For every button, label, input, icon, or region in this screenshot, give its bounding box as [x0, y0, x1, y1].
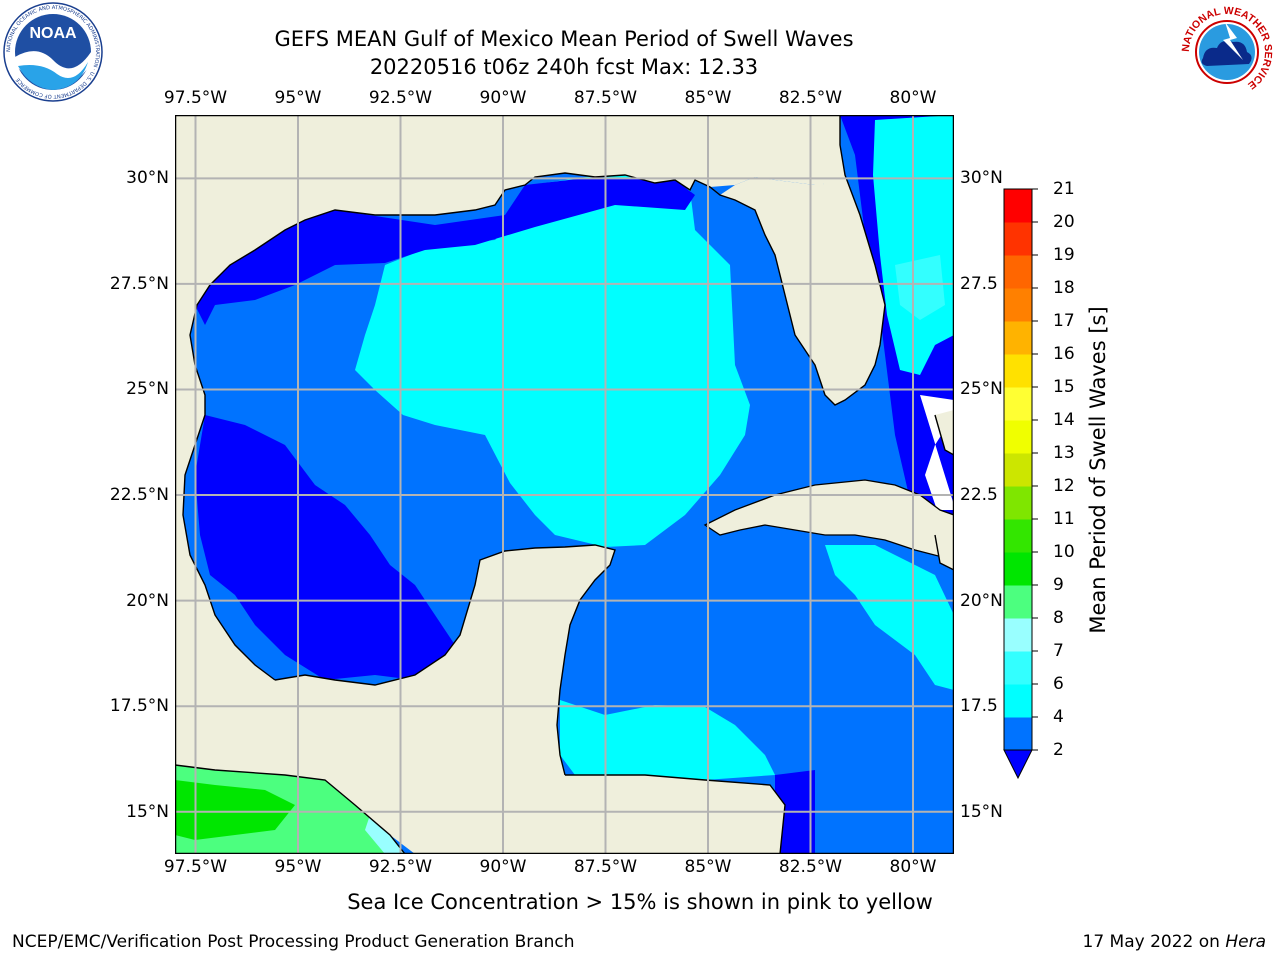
lat-tick-label: 25°N [126, 379, 169, 400]
colorbar-tick-label: 20 [1053, 212, 1075, 232]
colorbar-tick-label: 4 [1053, 707, 1064, 727]
gulf-central-swell [355, 170, 750, 547]
lat-tick-label: 22.5 [960, 485, 998, 506]
lon-tick-label: 82.5°W [778, 857, 843, 877]
date-text: 17 May 2022 on [1082, 932, 1226, 952]
lon-tick-label: 95°W [274, 88, 322, 108]
nws-logo: NATIONAL WEATHER SERVICE [1177, 2, 1277, 106]
colorbar-tick-label: 17 [1053, 311, 1075, 331]
lat-tick-label: 20°N [126, 590, 169, 611]
lat-tick-label: 15°N [960, 801, 1003, 822]
colorbar-segment [1004, 453, 1032, 487]
land-cuba [703, 479, 954, 561]
lon-tick-label: 90°W [479, 857, 527, 877]
colorbar-tick-label: 16 [1053, 344, 1075, 364]
lon-tick-label: 90°W [479, 88, 527, 108]
lon-tick-label: 97.5°W [163, 857, 228, 877]
atlantic-swell-inner [895, 255, 945, 320]
lon-tick-label: 80°W [889, 857, 937, 877]
lat-tick-label: 27.5°N [109, 273, 169, 294]
colorbar-segment [1004, 552, 1032, 586]
lon-tick-label: 92.5°W [368, 857, 433, 877]
land-mexico-central-america [175, 545, 785, 854]
colorbar-under-extension [1003, 749, 1033, 780]
colorbar-segment [1004, 321, 1032, 355]
land-bahamas [935, 410, 954, 455]
western-gulf-deep [195, 415, 455, 680]
colorbar-segment [1004, 255, 1032, 289]
caribbean-east-swell [825, 545, 954, 690]
lon-tick-label: 87.5°W [573, 857, 638, 877]
colorbar-segment [1004, 684, 1032, 718]
caribbean-cyan-band [560, 700, 775, 780]
colorbar-tick-label: 19 [1053, 245, 1075, 265]
lon-tick-label: 85°W [684, 857, 732, 877]
colorbar-tick-label: 18 [1053, 278, 1075, 298]
land-north-america [175, 115, 840, 680]
lat-tick-label: 22.5°N [109, 485, 169, 506]
colorbar-tick-label: 6 [1053, 674, 1064, 694]
colorbar-tick-label: 7 [1053, 641, 1064, 661]
coastlines [175, 115, 954, 854]
lat-tick-label: 27.5 [960, 273, 998, 294]
colorbar-tick-label: 11 [1053, 509, 1075, 529]
colorbar-segment [1004, 354, 1032, 388]
colorbar-tick-label: 10 [1053, 542, 1075, 562]
lat-tick-label: 25°N [960, 379, 1003, 400]
colorbar-label: Mean Period of Swell Waves [s] [1086, 306, 1110, 634]
graticule [175, 115, 954, 854]
credit-text: NCEP/EMC/Verification Post Processing Pr… [12, 932, 575, 952]
colorbar-tick-label: 8 [1053, 608, 1064, 628]
pacific-swell-edge [365, 815, 405, 854]
lon-tick-label: 80°W [889, 88, 937, 108]
date-stamp: 17 May 2022 on Hera [1083, 932, 1267, 952]
lon-tick-label: 87.5°W [573, 88, 638, 108]
sea-ice-note: Sea Ice Concentration > 15% is shown in … [347, 890, 933, 914]
colorbar-segment [1004, 618, 1032, 652]
chart-subtitle: 20220516 t06z 240h fcst Max: 12.33 [369, 55, 759, 79]
colorbar-tick-label: 12 [1053, 476, 1075, 496]
colorbar-segment [1004, 189, 1032, 223]
map-frame [175, 115, 954, 854]
colorbar [1003, 188, 1038, 780]
land-florida [720, 115, 885, 405]
colorbar-segment [1004, 420, 1032, 454]
noaa-logo: NOAA NATIONAL OCEANIC AND ATMOSPHERIC AD… [2, 2, 104, 106]
chart-title: GEFS MEAN Gulf of Mexico Mean Period of … [274, 27, 854, 51]
lon-tick-label: 82.5°W [778, 88, 843, 108]
lat-tick-label: 20°N [960, 590, 1003, 611]
lon-tick-label: 97.5°W [163, 88, 228, 108]
colorbar-segment [1004, 222, 1032, 256]
lon-tick-label: 85°W [684, 88, 732, 108]
colorbar-segment [1004, 717, 1032, 751]
colorbar-tick-label: 9 [1053, 575, 1064, 595]
lat-tick-label: 17.5 [960, 696, 998, 717]
colorbar-tick-label: 14 [1053, 410, 1075, 430]
colorbar-segment [1004, 651, 1032, 685]
pacific-swell-core [175, 780, 295, 840]
colorbar-tick-label: 2 [1053, 740, 1064, 760]
lat-tick-label: 30°N [960, 168, 1003, 189]
colorbar-segment [1004, 585, 1032, 619]
colorbar-tick-label: 15 [1053, 377, 1075, 397]
lon-tick-label: 92.5°W [368, 88, 433, 108]
colorbar-segment [1004, 387, 1032, 421]
svg-text:NOAA: NOAA [29, 25, 77, 42]
gulf-of-mexico-map [175, 115, 954, 854]
lat-tick-label: 17.5°N [109, 696, 169, 717]
colorbar-frame [1003, 188, 1033, 751]
lat-tick-label: 30°N [126, 168, 169, 189]
colorbar-segment [1004, 519, 1032, 553]
colorbar-tick-label: 21 [1053, 179, 1075, 199]
lon-tick-label: 95°W [274, 857, 322, 877]
colorbar-segment [1004, 486, 1032, 520]
machine-name: Hera [1225, 932, 1266, 952]
colorbar-tick-label: 13 [1053, 443, 1075, 463]
lat-tick-label: 15°N [126, 801, 169, 822]
colorbar-segment [1004, 288, 1032, 322]
